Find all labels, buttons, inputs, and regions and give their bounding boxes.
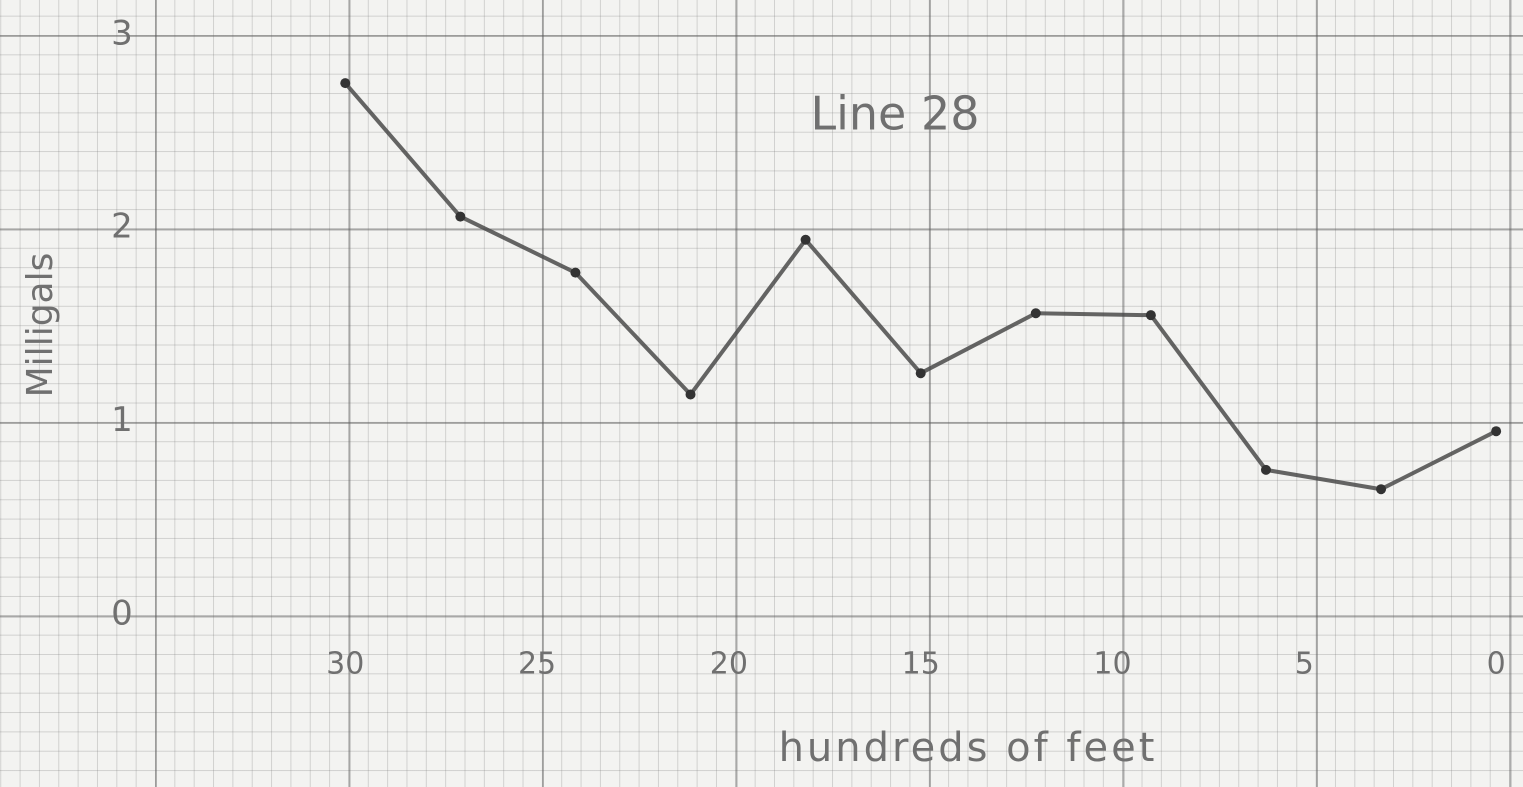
x-tick-label: 10	[1093, 647, 1131, 682]
data-point	[1261, 465, 1271, 475]
x-tick-label: 0	[1487, 647, 1506, 682]
data-point	[686, 389, 696, 399]
x-tick-label: 30	[326, 647, 364, 682]
x-tick-label: 5	[1295, 647, 1314, 682]
data-point	[570, 268, 580, 278]
y-tick-label: 0	[111, 593, 133, 633]
data-point	[1146, 310, 1156, 320]
x-tick-label: 20	[710, 647, 748, 682]
data-point	[340, 78, 350, 88]
page: Line 28 hundreds of feet Milligals 0 1 2 3 3…	[0, 0, 1523, 787]
x-tick-label: 15	[902, 647, 940, 682]
y-tick-label: 2	[111, 207, 133, 247]
data-point	[1491, 426, 1501, 436]
x-axis-label: hundreds of feet	[779, 725, 1158, 771]
chart: Line 28 hundreds of feet Milligals 0 1 2 3 3…	[0, 0, 1523, 787]
data-point	[801, 235, 811, 245]
y-tick-label: 1	[111, 400, 133, 440]
x-tick-label: 25	[518, 647, 556, 682]
data-point	[1376, 484, 1386, 494]
chart-title: Line 28	[810, 87, 979, 141]
y-tick-label: 3	[111, 13, 133, 53]
y-axis-label: Milligals	[20, 253, 61, 398]
data-point	[916, 368, 926, 378]
data-point	[455, 212, 465, 222]
data-line	[345, 83, 1496, 489]
data-point	[1031, 308, 1041, 318]
